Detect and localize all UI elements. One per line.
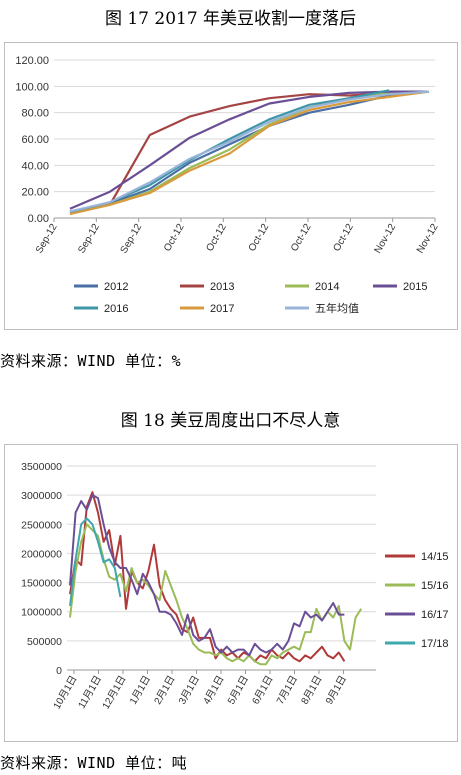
c2-y-tick-label: 3000000 xyxy=(21,490,62,502)
legend-label-15/16: 15/16 xyxy=(421,580,449,592)
series-line-2017 xyxy=(69,90,430,216)
c1-y-tick-label: 40.00 xyxy=(21,160,49,172)
chart2-y-ticks: 0 500000 1000000 1500000 2000000 2500000 30000… xyxy=(21,461,62,677)
series-line-14/15 xyxy=(69,491,346,663)
chart2-legend: 14/15 15/16 16/17 17/18 xyxy=(385,551,449,650)
legend-label-2013: 2013 xyxy=(210,281,234,293)
chart2-series xyxy=(69,491,363,666)
c1-y-tick-label: 100.00 xyxy=(15,81,49,93)
legend-label-2015: 2015 xyxy=(403,281,427,293)
legend-label-2017: 2017 xyxy=(210,303,234,315)
c1-y-tick-label: 20.00 xyxy=(21,187,49,199)
c2-y-tick-label: 2500000 xyxy=(21,519,62,531)
chart2-frame xyxy=(4,444,458,742)
figure-17-source: 资料来源：WIND 单位：% xyxy=(0,352,182,370)
legend-label-17/18: 17/18 xyxy=(421,638,449,650)
figure-17-title: 图 17 2017 年美豆收割一度落后 xyxy=(104,9,357,29)
c2-y-tick-label: 3500000 xyxy=(21,461,62,473)
chart1-y-ticks: 0.00 20.00 40.00 60.00 80.00 100.00 120.00 xyxy=(15,55,49,225)
series-line-2015 xyxy=(69,90,429,210)
c2-y-tick-label: 1000000 xyxy=(21,607,62,619)
legend-label-五年均值: 五年均值 xyxy=(315,301,359,315)
c1-y-tick-label: 120.00 xyxy=(15,55,49,67)
chart1-legend: 2012 2013 2014 2015 2016 2017 五年均值 xyxy=(74,281,427,315)
series-line-17/18 xyxy=(69,517,122,607)
c1-y-tick-label: 60.00 xyxy=(21,134,49,146)
legend-label-2016: 2016 xyxy=(104,303,128,315)
chart1-frame xyxy=(4,42,458,330)
series-line-五年均值 xyxy=(69,90,430,213)
c2-y-tick-label: 1500000 xyxy=(21,578,62,590)
series-line-16/17 xyxy=(69,494,345,657)
weekly-exports-chart: 0 500000 1000000 1500000 2000000 2500000 30000… xyxy=(4,444,458,742)
chart2-gridlines xyxy=(67,465,376,671)
figure-18-title: 图 18 美豆周度出口不尽人意 xyxy=(120,411,341,431)
c2-y-tick-label: 0 xyxy=(56,665,62,677)
legend-label-16/17: 16/17 xyxy=(421,609,449,621)
legend-label-2014: 2014 xyxy=(315,281,339,293)
c1-y-tick-label: 80.00 xyxy=(21,108,49,120)
c1-y-tick-label: 0.00 xyxy=(28,213,49,225)
legend-label-14/15: 14/15 xyxy=(421,551,449,563)
c2-y-tick-label: 2000000 xyxy=(21,548,62,560)
c2-y-tick-label: 500000 xyxy=(27,636,62,648)
chart1-series xyxy=(69,89,430,216)
series-line-15/16 xyxy=(69,523,363,666)
figure-18-source: 资料来源：WIND 单位：吨 xyxy=(0,754,188,772)
legend-label-2012: 2012 xyxy=(104,281,128,293)
